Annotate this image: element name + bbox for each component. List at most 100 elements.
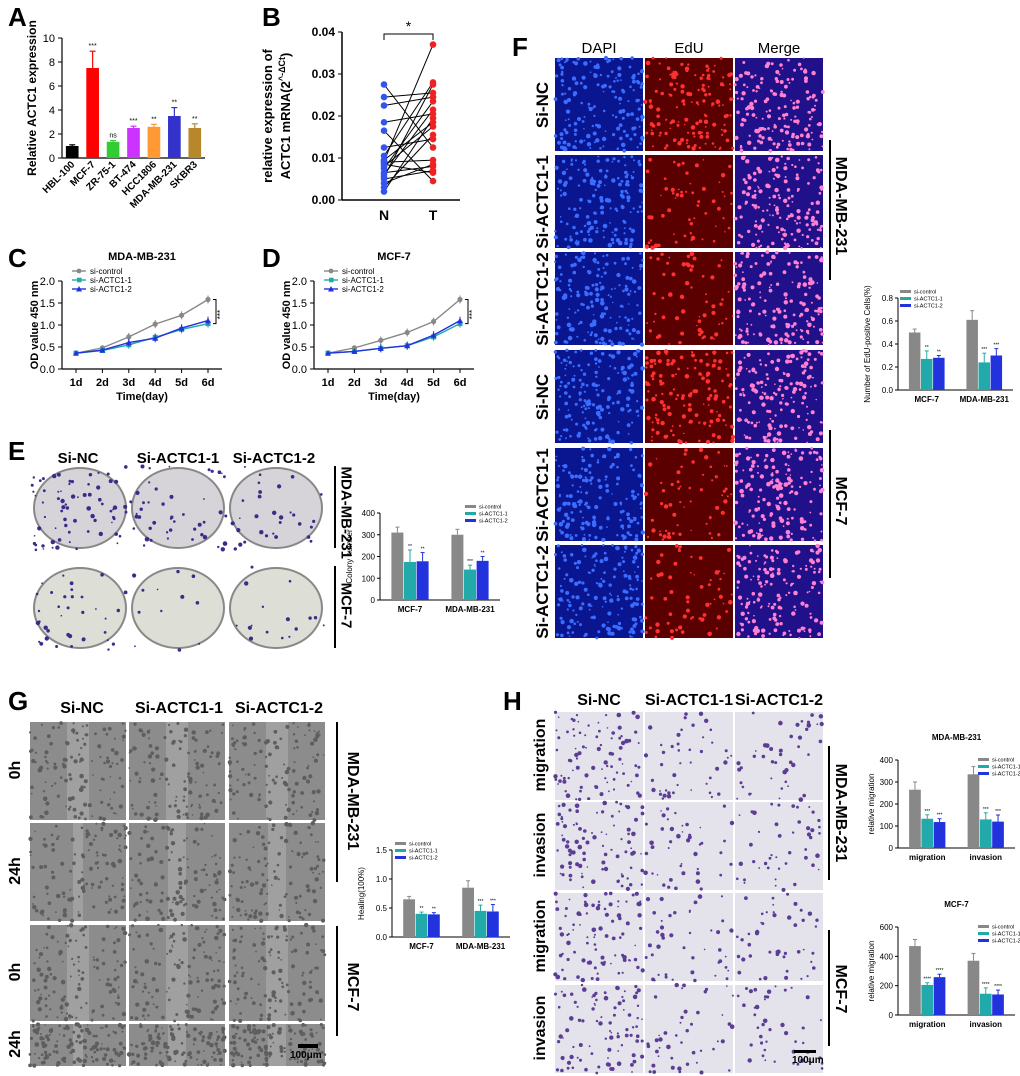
cell-dot (647, 390, 650, 393)
cell-dot (741, 190, 746, 195)
cell-dot (214, 880, 219, 885)
cell-dot (564, 391, 568, 395)
cell-dot (584, 734, 587, 737)
cell-dot (71, 728, 76, 733)
cell-dot (111, 762, 114, 765)
cell-dot (776, 496, 780, 500)
cell-dot (46, 761, 49, 765)
cell-dot (134, 1016, 139, 1021)
cell-dot (670, 362, 674, 366)
cell-dot (648, 626, 652, 630)
cell-dot (746, 352, 751, 357)
plate-dish (131, 567, 225, 649)
cell-dot (625, 180, 630, 184)
wound-image-1-1 (127, 822, 227, 922)
cell-dot (192, 948, 197, 952)
cell-dot (185, 805, 189, 808)
e-xtick-label: MDA-MB-231 (445, 605, 495, 614)
cell-dot (560, 65, 564, 70)
cell-dot (48, 1028, 54, 1033)
cell-dot (748, 467, 753, 472)
cell-dot (184, 902, 188, 906)
cell-dot (322, 870, 325, 873)
e-legend-label: si-control (479, 505, 501, 511)
cell-dot (773, 437, 777, 441)
cell-dot (139, 881, 143, 886)
cell-dot (553, 235, 558, 240)
cell-dot (607, 631, 612, 636)
h2-xtick-label: invasion (970, 1020, 1003, 1029)
cell-dot (608, 583, 612, 587)
cell-dot (821, 464, 823, 466)
f-header-0: DAPI (581, 40, 617, 57)
cell-dot (210, 1018, 213, 1021)
e-legend-swatch (465, 512, 476, 515)
cell-dot (38, 996, 43, 1001)
cell-dot (650, 778, 654, 782)
cell-dot (175, 901, 180, 906)
cell-dot (187, 1051, 192, 1056)
cell-dot (101, 821, 106, 826)
cell-dot (611, 231, 614, 234)
cell-dot (212, 999, 217, 1004)
cell-dot (777, 387, 781, 392)
cell-dot (75, 1040, 78, 1043)
cell-dot (773, 204, 776, 207)
cell-dot (612, 575, 616, 579)
cell-dot (46, 960, 49, 963)
cell-dot (683, 716, 687, 720)
cell-dot (267, 1051, 273, 1056)
cell-dot (566, 730, 569, 734)
cell-dot (167, 998, 171, 1002)
cell-dot (287, 822, 293, 828)
cell-dot (804, 127, 809, 132)
h1-ytick-label: 0 (889, 844, 894, 853)
cell-dot (789, 538, 793, 542)
cell-dot (562, 469, 565, 472)
cell-dot (788, 251, 791, 254)
cell-dot (259, 1003, 262, 1007)
cell-dot (106, 756, 109, 760)
cell-dot (716, 411, 718, 413)
cell-dot (554, 165, 559, 170)
b-pair-line (383, 109, 434, 176)
cell-dot (553, 134, 558, 138)
cell-dot (275, 775, 278, 778)
cell-dot (168, 949, 173, 953)
cell-dot (561, 802, 566, 807)
cell-dot (574, 81, 579, 86)
cell-dot (293, 1057, 297, 1061)
cell-dot (768, 196, 771, 199)
cell-dot (285, 983, 289, 987)
cell-dot (587, 363, 590, 367)
cell-dot (292, 813, 295, 816)
cell-dot (734, 135, 739, 140)
cell-dot (321, 1026, 325, 1030)
cell-dot (738, 328, 741, 331)
cell-dot (182, 932, 186, 935)
cell-dot (81, 1063, 86, 1067)
cell-dot (742, 271, 744, 274)
cell-dot (602, 229, 605, 232)
cell-dot (758, 189, 763, 194)
cell-dot (296, 726, 299, 728)
g-bar (415, 913, 428, 937)
cell-dot (288, 1057, 292, 1061)
cell-dot (651, 787, 656, 793)
cell-dot (559, 132, 564, 137)
cell-dot (721, 190, 724, 193)
cell-dot (781, 67, 784, 70)
cell-dot (249, 1031, 252, 1034)
cell-dot (760, 77, 764, 81)
cell-dot (103, 761, 106, 765)
cell-dot (198, 806, 202, 809)
cell-dot (630, 174, 633, 177)
cell-dot (101, 1013, 105, 1017)
cell-dot (29, 854, 32, 857)
cell-dot (101, 853, 105, 857)
cell-dot (755, 233, 758, 236)
cell-dot (809, 511, 812, 514)
cell-dot (119, 1050, 124, 1056)
cell-dot (693, 574, 695, 576)
cell-dot (180, 923, 183, 927)
